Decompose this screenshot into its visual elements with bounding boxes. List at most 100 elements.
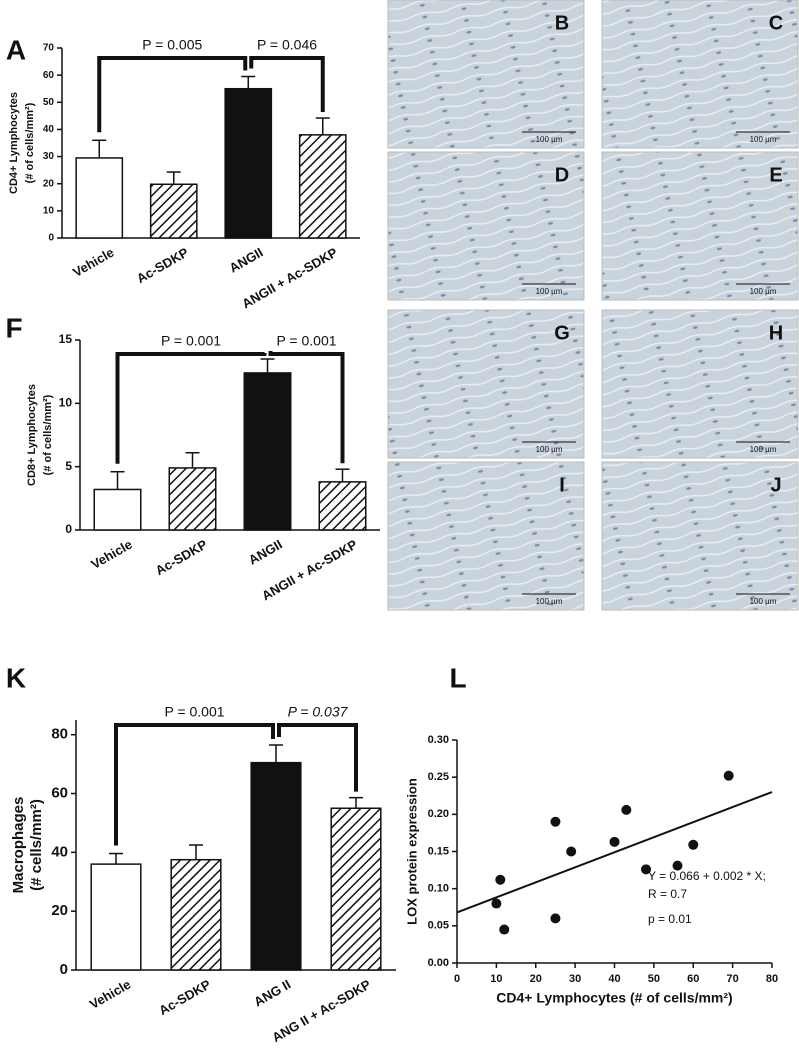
x-tick-label: Vehicle — [88, 537, 134, 572]
y-tick-label: 20 — [43, 178, 55, 189]
y-axis-label: CD8+ Lymphocytes (# of cells/mm²) — [26, 384, 54, 486]
x-tick-label: Vehicle — [87, 977, 133, 1012]
micrograph — [387, 461, 585, 611]
y-tick-label: 40 — [43, 124, 55, 135]
micrograph — [601, 151, 799, 301]
x-tick-label: 0 — [454, 973, 460, 985]
point — [566, 846, 577, 857]
point — [641, 864, 651, 875]
y-tick-label: 20 — [51, 902, 68, 919]
micrograph — [601, 0, 799, 149]
x-tick-label: Ac-SDKP — [153, 536, 210, 578]
x-axis-label: CD4+ Lymphocytes (# of cells/mm²) — [496, 990, 732, 1006]
p-value: P = 0.046 — [257, 37, 317, 53]
y-axis-label-line: (# of cells/mm²) — [42, 394, 54, 475]
y-tick-label: 60 — [43, 70, 55, 81]
y-tick-label: 10 — [59, 396, 73, 410]
point — [499, 924, 510, 935]
annotation: R = 0.7 — [648, 887, 687, 901]
scale-label: 100 µm — [536, 287, 563, 296]
bar — [170, 858, 222, 971]
y-axis-label-line: CD8+ Lymphocytes — [26, 384, 38, 486]
x-tick-label: 30 — [569, 973, 581, 985]
bar — [168, 467, 217, 531]
significance-bracket — [249, 56, 325, 113]
micrograph — [387, 309, 585, 459]
scale-label: 100 µm — [750, 287, 777, 296]
y-tick-label: 0.20 — [428, 808, 449, 820]
y-axis-label: CD4+ Lymphocytes (# of cells/mm²) — [8, 92, 36, 194]
micrograph-label: E — [769, 164, 782, 186]
significance-bracket — [115, 352, 267, 464]
p-value: P = 0.005 — [142, 37, 202, 53]
y-axis-label: LOX protein expression — [404, 778, 419, 925]
micrograph-label: G — [554, 322, 570, 344]
point — [688, 839, 699, 850]
y-tick-label: 0.30 — [428, 734, 449, 746]
bar — [90, 863, 142, 971]
fit-line — [456, 791, 773, 914]
y-axis-label-line: Macrophages — [10, 797, 27, 894]
x-tick-label: ANGII — [246, 537, 285, 568]
x-tick-label: Ac-SDKP — [156, 976, 213, 1018]
p-value: P = 0.001 — [164, 704, 224, 720]
point — [495, 874, 506, 885]
p-value: P = 0.001 — [276, 333, 336, 349]
y-tick-label: 60 — [51, 784, 68, 801]
y-tick-label: 0 — [65, 522, 72, 536]
micrograph-label: D — [555, 164, 569, 186]
scale-label: 100 µm — [750, 135, 777, 144]
bar — [298, 134, 347, 239]
y-tick-label: 0 — [60, 961, 68, 978]
x-tick-label: ANG II — [251, 977, 293, 1010]
bar — [243, 372, 292, 531]
point — [723, 770, 734, 781]
bar — [250, 761, 302, 971]
y-tick-label: 30 — [43, 151, 55, 162]
bar — [149, 183, 198, 239]
panel-label: F — [5, 312, 22, 343]
annotation: p = 0.01 — [648, 912, 692, 926]
point — [672, 860, 683, 871]
p-value: P = 0.037 — [288, 704, 349, 720]
panel-label: L — [449, 662, 466, 693]
x-tick-label: 60 — [687, 973, 699, 985]
y-tick-label: 50 — [43, 97, 55, 108]
y-tick-label: 15 — [59, 332, 73, 346]
micrograph-label: B — [555, 12, 569, 34]
scale-label: 100 µm — [536, 597, 563, 606]
y-axis-label: Macrophages(# cells/mm²) — [10, 797, 45, 894]
y-tick-label: 10 — [43, 205, 55, 216]
panel-label: A — [6, 34, 26, 65]
micrograph — [387, 0, 585, 149]
x-tick-label: 70 — [727, 973, 739, 985]
significance-bracket — [268, 351, 345, 464]
y-axis-label-line: (# of cells/mm²) — [24, 102, 36, 183]
x-tick-label: 10 — [490, 973, 502, 985]
micrograph — [601, 461, 799, 611]
point — [550, 913, 561, 924]
scale-label: 100 µm — [750, 597, 777, 606]
micrograph-label: H — [769, 322, 783, 344]
point — [609, 836, 620, 847]
x-tick-label: 40 — [608, 973, 620, 985]
y-tick-label: 0.10 — [428, 883, 449, 895]
point — [550, 816, 561, 827]
bar — [93, 488, 142, 531]
scale-label: 100 µm — [536, 135, 563, 144]
y-tick-label: 70 — [43, 43, 55, 54]
significance-bracket — [114, 723, 275, 846]
bar — [330, 807, 382, 971]
point — [491, 898, 502, 909]
x-tick-label: Vehicle — [70, 245, 116, 280]
significance-bracket — [97, 56, 248, 133]
significance-bracket — [277, 723, 358, 792]
micrograph-label: C — [769, 12, 783, 34]
p-value: P = 0.001 — [161, 333, 221, 349]
micrograph-label: J — [770, 474, 781, 496]
bar — [75, 157, 124, 239]
y-tick-label: 5 — [65, 459, 72, 473]
x-tick-label: ANGII — [227, 245, 266, 276]
x-tick-label: Ac-SDKP — [134, 244, 191, 286]
